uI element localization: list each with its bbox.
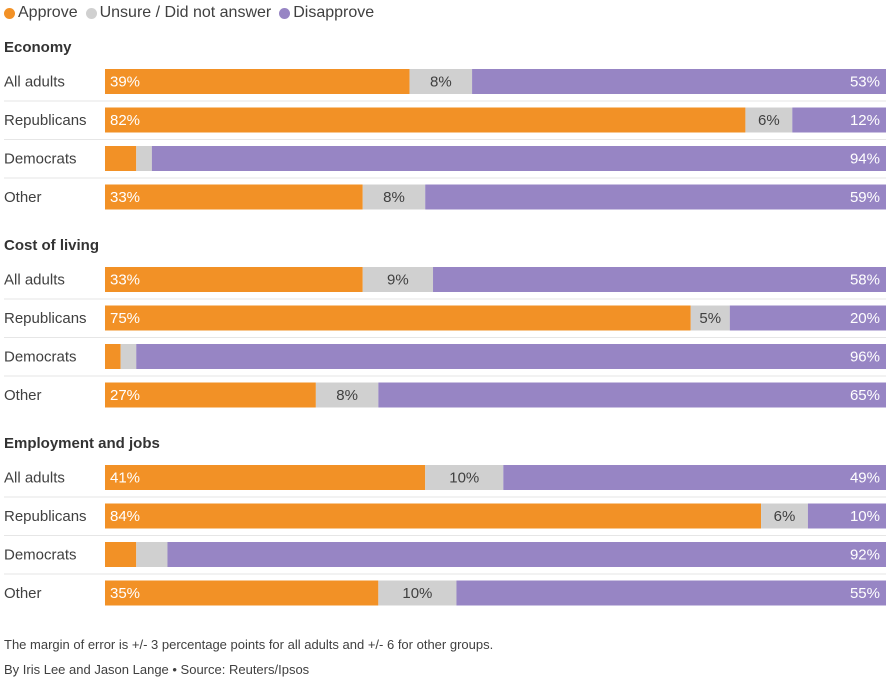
legend-swatch-unsure (85, 7, 97, 19)
data-label-unsure: 6% (774, 508, 796, 525)
data-label-approve: 35% (110, 585, 140, 602)
data-label-unsure: 6% (758, 112, 780, 129)
data-label-disapprove: 65% (850, 387, 880, 404)
data-label-unsure: 10% (449, 470, 479, 487)
row-label: Democrats (4, 349, 77, 366)
data-label-disapprove: 96% (850, 349, 880, 366)
bar-segment-unsure (362, 184, 426, 210)
data-label-disapprove: 10% (850, 508, 880, 525)
bar-segment-approve (105, 69, 410, 94)
data-label-unsure: 9% (387, 272, 409, 289)
bar-segment-disapprove (136, 344, 887, 369)
bar-segment-disapprove (151, 146, 887, 171)
row-label: All adults (4, 272, 65, 289)
data-label-disapprove: 53% (850, 74, 880, 91)
bar-segment-unsure (761, 503, 808, 529)
row-label: Other (4, 585, 42, 602)
data-label-unsure: 8% (383, 189, 405, 206)
row-label: All adults (4, 74, 65, 91)
bar-segment-unsure (362, 267, 434, 292)
data-label-unsure: 8% (336, 387, 358, 404)
bar-segment-disapprove (456, 580, 886, 606)
data-label-disapprove: 94% (850, 151, 880, 168)
legend: Approve Unsure / Did not answer Disappro… (4, 3, 382, 23)
bar-segment-disapprove (433, 267, 886, 292)
data-label-disapprove: 59% (850, 189, 880, 206)
data-label-approve: 84% (110, 508, 140, 525)
bar-segment-disapprove (729, 305, 886, 331)
section-title-1: Cost of living (4, 237, 99, 254)
data-label-disapprove: 20% (850, 310, 880, 327)
bar-segment-approve (105, 465, 426, 490)
footer: The margin of error is +/- 3 percentage … (4, 632, 493, 682)
data-label-approve: 41% (110, 470, 140, 487)
legend-label-approve: Approve (18, 4, 78, 21)
bar-segment-approve (105, 542, 137, 567)
bar-segment-unsure (120, 344, 137, 369)
bar-segment-disapprove (378, 382, 886, 408)
bar-segment-approve (105, 305, 691, 331)
data-label-disapprove: 12% (850, 112, 880, 129)
credit-line: By Iris Lee and Jason Lange • Source: Re… (4, 662, 310, 677)
bar-segment-unsure (136, 146, 152, 171)
data-label-approve: 33% (110, 189, 140, 206)
legend-item-unsure: Unsure / Did not answer (85, 4, 272, 22)
row-label: Other (4, 189, 42, 206)
data-label-approve: 75% (110, 310, 140, 327)
data-label-unsure: 8% (430, 74, 452, 91)
bar-segment-disapprove (503, 465, 886, 490)
bar-segment-unsure (409, 69, 473, 94)
row-label: Democrats (4, 151, 77, 168)
row-label: Republicans (4, 310, 87, 327)
bar-segment-approve (105, 146, 137, 171)
data-label-disapprove: 92% (850, 547, 880, 564)
bar-segment-disapprove (167, 542, 887, 567)
row-label: Other (4, 387, 42, 404)
data-label-unsure: 5% (699, 310, 721, 327)
bar-segment-unsure (136, 542, 168, 567)
legend-item-disapprove: Disapprove (279, 4, 374, 22)
bar-segment-approve (105, 107, 746, 133)
stacked-bar-chart: Economy All adults 39% 8% 53% Republicans 82% 6… (4, 39, 887, 606)
bar-segment-unsure (425, 465, 504, 490)
data-label-approve: 33% (110, 272, 140, 289)
legend-label-disapprove: Disapprove (293, 4, 375, 21)
row-label: Democrats (4, 547, 77, 564)
bar-segment-disapprove (472, 69, 886, 94)
legend-label-unsure: Unsure / Did not answer (99, 4, 272, 21)
row-label: All adults (4, 470, 65, 487)
section-title-0: Economy (4, 39, 72, 56)
bar-segment-unsure (745, 107, 793, 133)
data-label-unsure: 10% (402, 585, 432, 602)
bar-segment-unsure (690, 305, 730, 331)
section-title-2: Employment and jobs (4, 435, 160, 452)
bar-segment-unsure (315, 382, 379, 408)
data-label-approve: 27% (110, 387, 140, 404)
bar-segment-approve (105, 344, 121, 369)
data-label-disapprove: 58% (850, 272, 880, 289)
bar-segment-approve (105, 382, 316, 408)
bar-segment-disapprove (792, 107, 886, 133)
bar-segment-disapprove (807, 503, 886, 529)
margin-of-error-note: The margin of error is +/- 3 percentage … (4, 637, 494, 652)
bar-segment-approve (105, 267, 363, 292)
row-label: Republicans (4, 508, 87, 525)
bar-segment-approve (105, 503, 762, 529)
bar-segment-disapprove (425, 184, 886, 210)
data-label-disapprove: 55% (850, 585, 880, 602)
data-label-disapprove: 49% (850, 470, 880, 487)
legend-item-approve: Approve (4, 4, 78, 22)
bar-segment-unsure (378, 580, 457, 606)
bar-segment-approve (105, 184, 363, 210)
row-label: Republicans (4, 112, 87, 129)
data-label-approve: 39% (110, 74, 140, 91)
bar-segment-approve (105, 580, 379, 606)
data-label-approve: 82% (110, 112, 140, 129)
legend-swatch-disapprove (279, 7, 291, 19)
legend-swatch-approve (4, 7, 15, 19)
